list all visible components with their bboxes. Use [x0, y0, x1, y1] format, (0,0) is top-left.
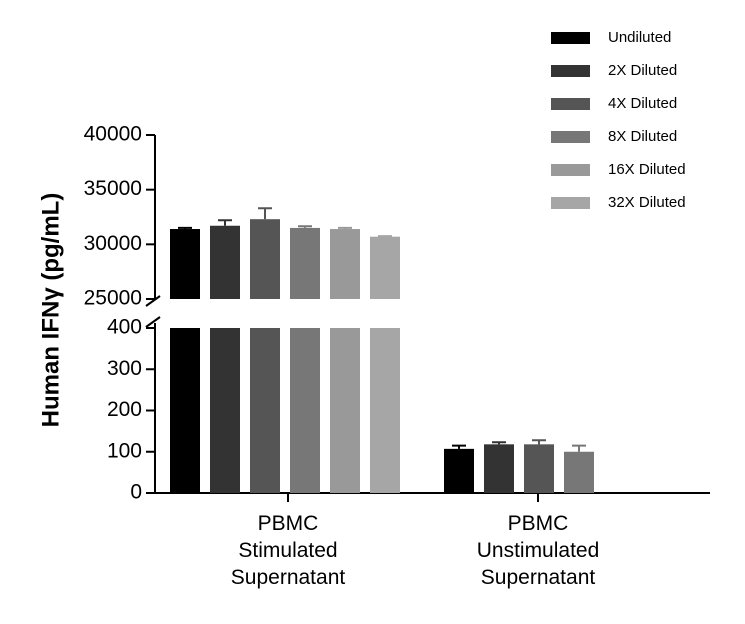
error-bar: [378, 235, 392, 238]
legend-label: 32X Diluted: [608, 194, 686, 211]
bar: [170, 328, 200, 493]
bar: [564, 451, 594, 493]
bar: [370, 236, 400, 299]
y-tick-label: 30000: [84, 232, 142, 255]
y-tick-label: 300: [107, 357, 142, 380]
legend-swatch: [551, 164, 590, 176]
x-tick-line: Stimulated: [238, 539, 337, 562]
bar: [484, 444, 514, 493]
bar: [370, 328, 400, 493]
bar: [330, 328, 360, 493]
bar: [210, 328, 240, 493]
x-tick-line: Supernatant: [481, 566, 596, 589]
y-axis-label: Human IFNγ (pg/mL): [37, 193, 64, 428]
x-tick-label: PBMC Unstimulated Supernatant: [477, 512, 600, 589]
bar: [330, 229, 360, 299]
y-tick-label: 25000: [84, 287, 142, 310]
y-tick-label: 40000: [84, 123, 142, 146]
legend-swatch: [551, 32, 590, 44]
legend-swatch: [551, 98, 590, 110]
y-tick-label: 100: [107, 439, 142, 462]
axis-break: [145, 295, 161, 307]
error-bar: [218, 219, 232, 226]
error-bar: [452, 444, 466, 449]
legend-label: 8X Diluted: [608, 128, 677, 145]
legend-label: 16X Diluted: [608, 161, 686, 178]
y-tick-label: 0: [130, 481, 142, 504]
legend-label: 4X Diluted: [608, 95, 677, 112]
y-tick-label: 200: [107, 398, 142, 421]
legend-swatch: [551, 197, 590, 209]
bar: [250, 219, 280, 299]
error-bar: [532, 439, 546, 445]
bar: [210, 225, 240, 299]
bar: [250, 328, 280, 493]
legend-swatch: [551, 65, 590, 77]
legend-label: 2X Diluted: [608, 62, 677, 79]
axis-break: [145, 316, 161, 328]
error-bar: [572, 444, 586, 452]
bar: [170, 229, 200, 299]
bar: [524, 444, 554, 493]
error-bar: [258, 207, 272, 220]
y-tick-label: 400: [107, 316, 142, 339]
x-tick-line: Unstimulated: [477, 539, 600, 562]
y-tick-label: 35000: [84, 177, 142, 200]
x-tick-line: PBMC: [258, 512, 319, 535]
x-tick-label: PBMC Stimulated Supernatant: [231, 512, 346, 589]
bar: [444, 448, 474, 493]
legend-label: Undiluted: [608, 29, 671, 46]
error-bar: [492, 441, 506, 445]
error-bar: [338, 226, 352, 230]
bar: [290, 328, 320, 493]
bar: [290, 227, 320, 299]
error-bar: [298, 225, 312, 228]
x-tick-line: Supernatant: [231, 566, 346, 589]
legend-swatch: [551, 131, 590, 143]
error-bar: [178, 226, 192, 230]
x-tick-line: PBMC: [508, 512, 569, 535]
